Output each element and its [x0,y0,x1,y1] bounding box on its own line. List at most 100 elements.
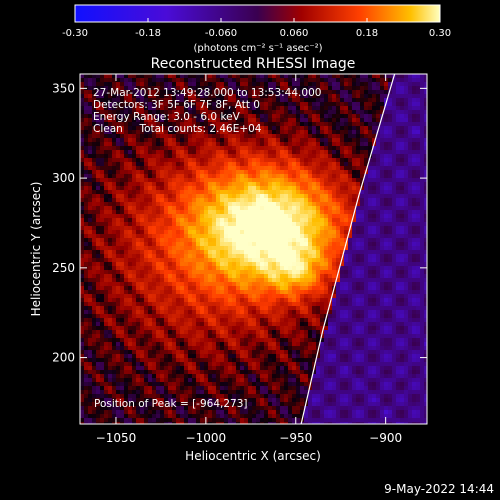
heatmap-cell [184,122,189,127]
heatmap-cell [228,106,233,111]
heatmap-cell [336,134,341,139]
heatmap-cell [400,226,405,231]
heatmap-cell [120,162,125,167]
heatmap-cell [308,174,313,179]
heatmap-cell [420,146,425,151]
heatmap-cell [280,174,285,179]
heatmap-cell [416,282,421,287]
heatmap-cell [404,82,409,87]
heatmap-cell [204,90,209,95]
heatmap-cell [136,142,141,147]
heatmap-cell [392,298,397,303]
heatmap-cell [300,246,305,251]
heatmap-cell [312,270,317,275]
heatmap-cell [148,98,153,103]
heatmap-cell [372,266,377,271]
heatmap-cell [288,282,293,287]
heatmap-cell [292,202,297,207]
heatmap-cell [84,206,89,211]
heatmap-cell [100,78,105,83]
heatmap-cell [416,186,421,191]
heatmap-cell [252,154,257,159]
heatmap-cell [264,286,269,291]
heatmap-cell [300,122,305,127]
heatmap-cell [112,114,117,119]
heatmap-cell [292,242,297,247]
heatmap-cell [284,258,289,263]
heatmap-cell [292,290,297,295]
heatmap-cell [224,210,229,215]
heatmap-cell [168,154,173,159]
heatmap-cell [316,78,321,83]
heatmap-cell [248,74,253,79]
heatmap-cell [336,194,341,199]
heatmap-cell [204,182,209,187]
heatmap-cell [248,154,253,159]
heatmap-cell [180,74,185,79]
heatmap-cell [116,270,121,275]
heatmap-cell [104,106,109,111]
heatmap-cell [372,182,377,187]
heatmap-cell [184,174,189,179]
heatmap-cell [416,114,421,119]
heatmap-cell [292,110,297,115]
heatmap-cell [188,246,193,251]
heatmap-cell [340,262,345,267]
heatmap-cell [408,114,413,119]
heatmap-cell [160,274,165,279]
heatmap-cell [404,90,409,95]
heatmap-cell [148,258,153,263]
heatmap-cell [280,222,285,227]
heatmap-cell [232,78,237,83]
heatmap-cell [96,222,101,227]
heatmap-cell [252,222,257,227]
heatmap-cell [352,178,357,183]
heatmap-cell [400,74,405,79]
heatmap-cell [160,74,165,79]
heatmap-cell [212,218,217,223]
heatmap-cell [80,210,85,215]
heatmap-cell [256,262,261,267]
heatmap-cell [92,78,97,83]
heatmap-cell [220,170,225,175]
heatmap-cell [232,110,237,115]
heatmap-cell [168,246,173,251]
heatmap-cell [256,266,261,271]
heatmap-cell [292,186,297,191]
heatmap-cell [304,234,309,239]
heatmap-cell [280,246,285,251]
heatmap-cell [276,202,281,207]
heatmap-cell [416,238,421,243]
heatmap-cell [420,162,425,167]
heatmap-cell [136,254,141,259]
heatmap-cell [204,278,209,283]
heatmap-cell [132,114,137,119]
heatmap-cell [412,154,417,159]
heatmap-cell [172,270,177,275]
heatmap-cell [392,186,397,191]
heatmap-cell [136,102,141,107]
heatmap-cell [344,162,349,167]
heatmap-cell [372,210,377,215]
heatmap-cell [176,174,181,179]
heatmap-cell [340,82,345,87]
heatmap-cell [216,214,221,219]
heatmap-cell [136,162,141,167]
heatmap-cell [300,242,305,247]
heatmap-cell [376,182,381,187]
heatmap-cell [292,126,297,131]
heatmap-cell [80,158,85,163]
heatmap-cell [224,174,229,179]
heatmap-cell [356,270,361,275]
heatmap-cell [176,74,181,79]
heatmap-cell [408,142,413,147]
heatmap-cell [128,298,133,303]
heatmap-cell [348,106,353,111]
heatmap-cell [380,194,385,199]
heatmap-cell [368,186,373,191]
heatmap-cell [264,262,269,267]
heatmap-cell [108,254,113,259]
heatmap-cell [336,274,341,279]
heatmap-cell [180,122,185,127]
heatmap-cell [312,78,317,83]
